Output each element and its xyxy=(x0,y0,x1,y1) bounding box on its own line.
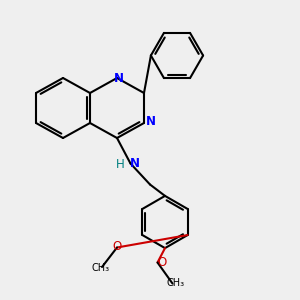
Text: CH₃: CH₃ xyxy=(92,263,110,273)
Text: O: O xyxy=(112,240,122,253)
Text: N: N xyxy=(146,115,156,128)
Text: CH₃: CH₃ xyxy=(167,278,184,289)
Text: N: N xyxy=(130,157,140,170)
Text: O: O xyxy=(158,256,166,269)
Text: N: N xyxy=(113,71,124,85)
Text: H: H xyxy=(116,158,124,172)
